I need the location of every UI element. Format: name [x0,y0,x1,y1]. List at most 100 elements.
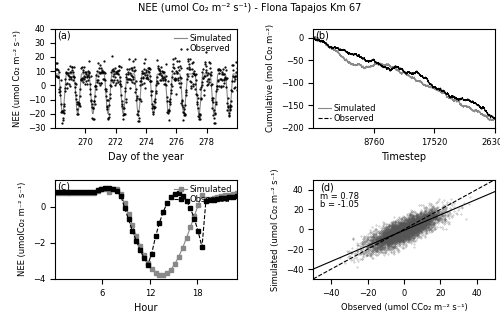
Text: NEE (umol Co₂ m⁻² s⁻¹) - Flona Tapajos Km 67: NEE (umol Co₂ m⁻² s⁻¹) - Flona Tapajos K… [138,3,362,13]
Point [406,223,414,229]
Observed [86,74,94,80]
Point [378,236,386,241]
Point [395,227,403,232]
Observed [64,72,72,77]
Point [396,225,404,230]
Point [418,222,426,227]
Point [396,226,404,231]
Point [404,232,412,237]
Point [414,219,422,224]
Observed [208,105,216,110]
Point [402,228,410,233]
Point [384,227,392,232]
Point [414,223,422,228]
Observed [213,83,221,88]
Point [422,211,430,217]
Point [396,225,404,230]
Point [398,217,406,222]
Observed [232,73,240,78]
Point [370,245,378,250]
Point [397,226,405,231]
Observed [64,66,72,71]
Point [416,226,424,231]
Point [364,242,372,247]
Point [401,230,409,235]
Point [379,236,387,241]
Observed [82,69,90,74]
Point [372,247,380,252]
Point [404,217,412,222]
Point [388,239,396,244]
Point [380,241,388,246]
Point [400,231,408,236]
Observed [150,99,158,104]
Point [404,221,412,226]
Point [396,235,404,240]
Point [383,229,391,234]
Point [415,217,423,223]
Point [418,220,426,225]
Point [400,218,408,223]
Point [408,232,416,237]
Point [460,201,468,206]
Point [420,221,428,226]
Point [408,229,416,234]
Observed [210,120,218,126]
Point [375,238,383,243]
Point [414,224,422,230]
Point [418,227,426,232]
Point [389,221,397,226]
Point [404,227,411,232]
Point [372,248,380,253]
Point [400,229,408,234]
Point [382,229,390,234]
Point [398,223,406,228]
Observed [94,74,102,79]
Point [404,218,412,223]
Point [429,212,437,217]
Point [434,212,442,217]
Point [376,237,384,242]
Observed [92,83,100,88]
Point [400,224,408,230]
Point [443,210,451,215]
Point [400,224,407,229]
Point [428,208,436,213]
Point [398,244,406,249]
Point [393,235,401,240]
Point [401,230,409,236]
Point [406,230,413,235]
Point [434,213,442,218]
Observed [182,92,190,97]
Point [392,231,400,236]
Point [384,240,392,245]
Point [391,222,399,227]
Point [416,224,424,230]
Point [406,226,414,231]
Point [393,232,401,237]
Point [408,216,416,221]
Point [410,227,418,232]
Point [426,214,434,219]
Point [398,230,406,235]
Point [423,216,431,221]
Point [398,232,406,237]
Point [416,212,424,217]
Point [397,224,405,230]
Point [412,223,420,228]
Point [398,224,406,230]
Point [420,214,428,219]
Point [420,226,428,231]
Point [428,229,436,234]
Point [386,224,394,229]
Point [413,221,421,226]
Simulated [234,72,240,76]
Point [404,233,412,238]
Point [381,239,389,244]
Point [424,218,432,223]
Point [406,225,413,230]
Point [394,238,402,243]
Point [424,215,432,220]
Point [380,236,388,241]
Legend: Simulated, Observed: Simulated, Observed [174,33,233,54]
